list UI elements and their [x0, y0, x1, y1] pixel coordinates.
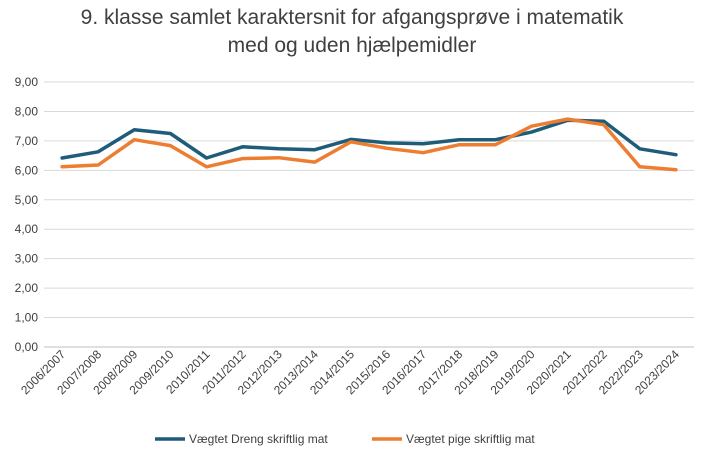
series-line-1: [60, 117, 678, 172]
series-lines: [60, 117, 678, 172]
legend-label-0: Vægtet Dreng skriftlig mat: [189, 432, 328, 446]
series-line-0: [60, 118, 678, 160]
y-tick-label: 1,00: [15, 311, 39, 325]
chart-title-line-1: 9. klasse samlet karaktersnit for afgang…: [80, 6, 624, 29]
legend-label-1: Vægtet pige skriftlig mat: [406, 432, 535, 446]
legend: Vægtet Dreng skriftlig mat Vægtet pige sk…: [155, 432, 535, 446]
y-tick-label: 6,00: [15, 163, 39, 177]
y-tick-label: 0,00: [15, 340, 39, 354]
y-tick-label: 4,00: [15, 222, 39, 236]
y-tick-label: 5,00: [15, 193, 39, 207]
y-tick-label: 8,00: [15, 104, 39, 118]
chart-title-line-2: med og uden hjælpemidler: [227, 34, 477, 57]
chart-title: 9. klasse samlet karaktersnit for afgang…: [0, 4, 704, 60]
y-tick-label: 2,00: [15, 281, 39, 295]
y-axis-tick-labels: 0,00 1,00 2,00 3,00 4,00 5,00 6,00 7,00 8,00 9,00: [15, 75, 39, 354]
y-tick-label: 3,00: [15, 252, 39, 266]
y-tick-label: 9,00: [15, 75, 39, 89]
x-axis-tick-labels: 2006/20072007/20082008/20092009/20102010…: [18, 347, 682, 397]
gridlines: [44, 81, 694, 348]
y-tick-label: 7,00: [15, 134, 39, 148]
